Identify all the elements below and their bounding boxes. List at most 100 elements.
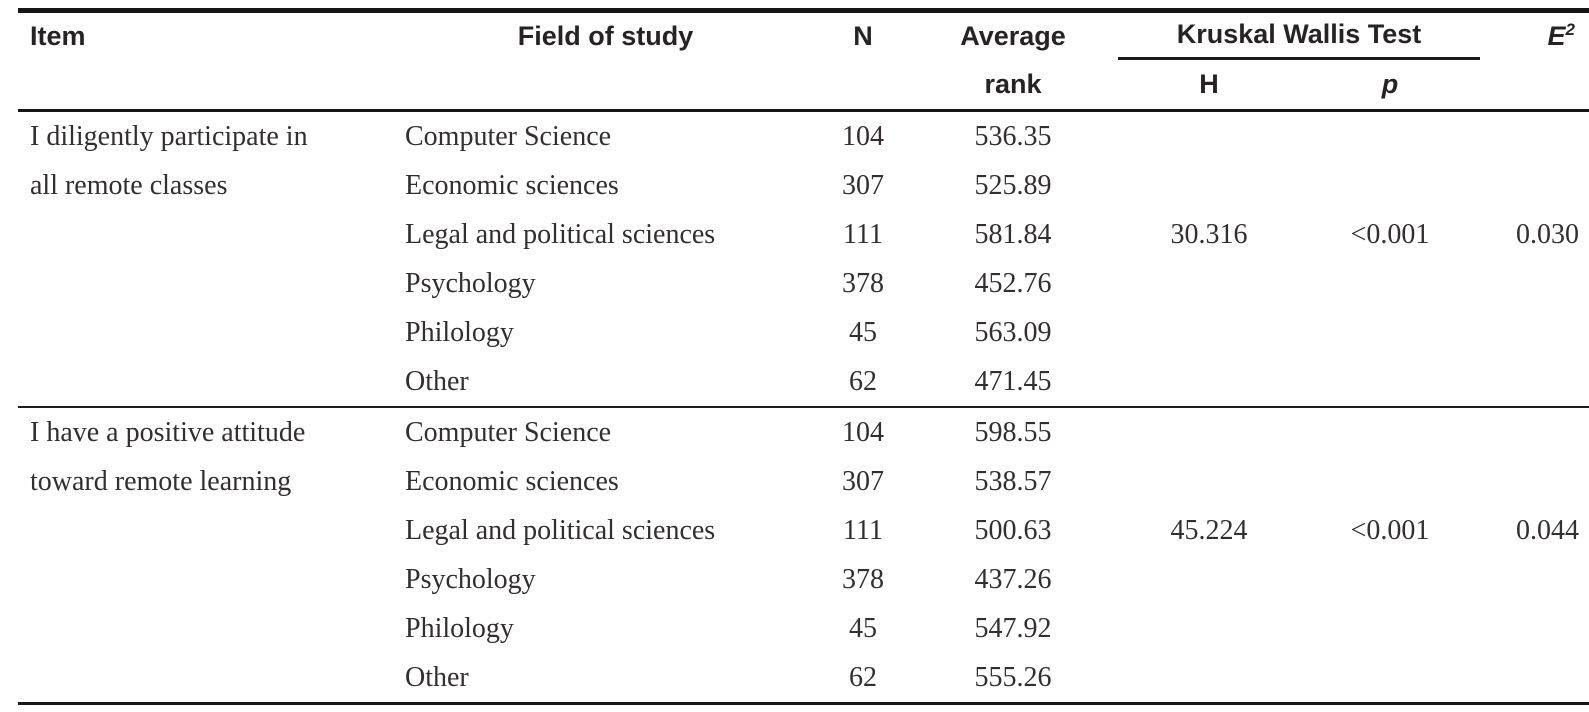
field-of-study-value: Philology [405,316,514,348]
column-header-field-of-study: Field of study [393,10,818,112]
e-squared-value [1480,653,1589,704]
field-of-study-value: Computer Science [405,120,612,152]
n-value: 378 [842,563,884,595]
n-value: 104 [842,120,884,152]
table-row: I diligently participate in all remote c… [18,111,1589,202]
field-of-study-value: Legal and political sciences [405,514,716,546]
average-rank-value: 563.09 [974,316,1052,348]
table-row: Legal and political sciences 111 500.63 … [18,506,1589,555]
h-statistic-value [1118,604,1300,653]
table-row: Psychology 378 452.76 [18,259,1589,308]
table-row: Economic sciences 307 525.89 [18,161,1589,210]
h-statistic-value [1118,457,1300,506]
e-squared-superscript: 2 [1565,20,1575,39]
n-value: 104 [818,406,908,457]
e-squared-base: E [1547,21,1566,51]
p-value [1300,357,1480,407]
p-value [1300,259,1480,308]
n-value: 62 [849,365,877,397]
table-row: Philology 45 547.92 [18,604,1589,653]
p-value [1300,555,1480,604]
h-statistic-value [1118,161,1300,210]
h-statistic-value [1118,111,1300,162]
e-squared-value [1480,111,1589,162]
average-rank-value: 598.55 [908,406,1118,457]
average-rank-value: 437.26 [974,563,1052,595]
p-value [1300,604,1480,653]
field-of-study-value: Legal and political sciences [405,218,716,250]
item-label-line2: all remote classes [30,170,228,201]
column-header-kruskal-wallis-test: Kruskal Wallis Test [1118,10,1480,60]
e-squared-value [1480,308,1589,357]
p-value [1300,308,1480,357]
average-rank-value: 525.89 [974,169,1052,201]
field-of-study-value: Psychology [405,267,536,299]
kruskal-wallis-results-table: Item Field of study N Average rank Krusk… [18,8,1589,705]
p-value [1300,406,1480,457]
p-value [1300,111,1480,162]
e-squared-value [1480,457,1589,506]
field-of-study-value: Other [405,661,469,693]
column-header-n: N [818,10,908,112]
item-label-attitude: I have a positive attitude toward remote… [18,406,393,704]
e-squared-value [1480,604,1589,653]
p-value: <0.001 [1350,218,1430,250]
field-of-study-value: Philology [405,612,514,644]
n-value: 378 [842,267,884,299]
e-squared-value [1480,161,1589,210]
h-statistic-value: 45.224 [1170,514,1248,546]
item-label-line2: toward remote learning [30,466,292,497]
h-statistic-value [1118,653,1300,704]
item-label-line1: I have a positive attitude [30,417,306,448]
h-statistic-value: 30.316 [1170,218,1248,250]
column-header-average-rank: Average rank [908,10,1118,112]
item-block-participation: I diligently participate in all remote c… [18,111,1589,408]
column-header-e-squared: E2 [1480,10,1589,112]
n-value: 307 [842,169,884,201]
h-statistic-value [1118,308,1300,357]
h-statistic-value [1118,259,1300,308]
p-value [1300,161,1480,210]
average-rank-value: 452.76 [974,267,1052,299]
table-row: Psychology 378 437.26 [18,555,1589,604]
h-statistic-value [1118,555,1300,604]
average-rank-value: 581.84 [974,218,1052,250]
table-row: Other 62 555.26 [18,653,1589,704]
p-value [1300,653,1480,704]
p-value: <0.001 [1350,514,1430,546]
average-rank-value: 538.57 [974,465,1052,497]
p-value [1300,457,1480,506]
n-value: 45 [849,612,877,644]
header-row-1: Item Field of study N Average rank Krusk… [18,10,1589,112]
n-value: 307 [842,465,884,497]
e-squared-value: 0.044 [1516,514,1579,546]
e-squared-value [1480,555,1589,604]
stats-table-wrapper: Item Field of study N Average rank Krusk… [18,8,1589,705]
table-row: Other 62 471.45 [18,357,1589,407]
h-statistic-value [1118,406,1300,457]
average-rank-line1: Average [960,21,1066,51]
e-squared-value: 0.030 [1516,218,1579,250]
field-of-study-value: Other [405,365,469,397]
n-value: 111 [843,514,883,546]
e-squared-value [1480,259,1589,308]
header-row-2: H p [18,58,1589,113]
average-rank-value: 471.45 [974,365,1052,397]
average-rank-line2: rank [984,69,1042,99]
field-of-study-value: Economic sciences [405,169,619,201]
field-of-study-value: Computer Science [393,406,818,457]
h-statistic-value [1118,357,1300,407]
average-rank-value: 536.35 [974,120,1052,152]
item-label-line1: I diligently participate in [30,121,308,152]
field-of-study-value: Psychology [405,563,536,595]
table-row: Legal and political sciences 111 581.84 … [18,210,1589,259]
n-value: 45 [849,316,877,348]
e-squared-value [1480,406,1589,457]
item-label-participation: I diligently participate in all remote c… [18,111,393,408]
column-header-item: Item [18,10,393,112]
average-rank-value: 500.63 [974,514,1052,546]
average-rank-value: 555.26 [974,661,1052,693]
table-row: Philology 45 563.09 [18,308,1589,357]
e-squared-value [1480,357,1589,407]
item-block-attitude: I have a positive attitude toward remote… [18,406,1589,704]
